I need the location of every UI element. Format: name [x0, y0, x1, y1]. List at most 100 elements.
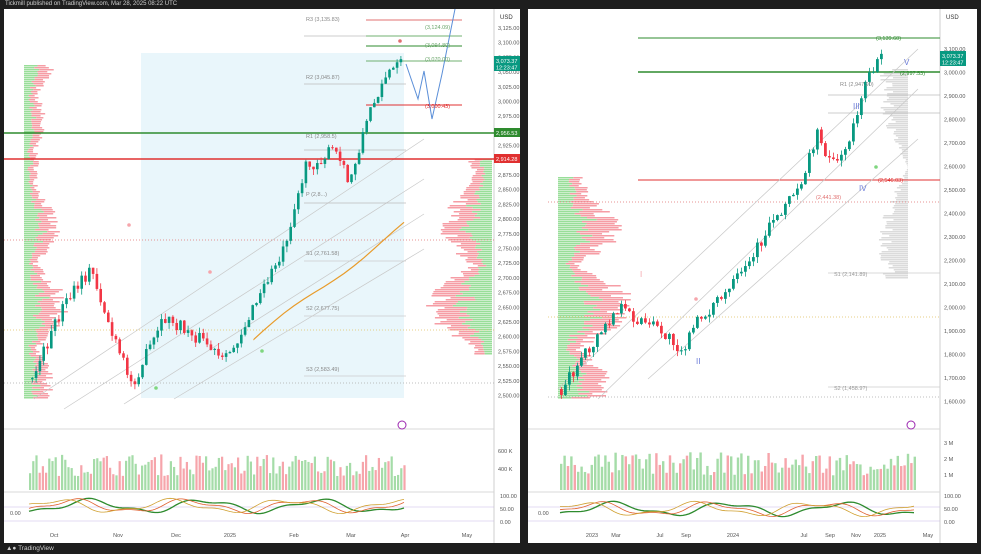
candle [392, 67, 395, 70]
volume-profile-bar [30, 139, 40, 141]
oscillator-line [28, 497, 405, 515]
volume-bar [237, 457, 240, 490]
level-label: S2 (1,458.9?) [834, 386, 867, 392]
left-chart-canvas[interactable]: R3 (3,135.83) R2 (3,045.87) R1 (2,958.5) P … [4, 9, 520, 543]
volume-profile-bar [461, 283, 492, 285]
volume-profile-bar [575, 189, 587, 191]
volume-profile-bar [32, 93, 38, 95]
volume-profile-bar [558, 283, 581, 285]
volume-profile-bar [35, 377, 53, 379]
volume-profile-bar [558, 395, 588, 397]
volume-profile-bar [24, 377, 36, 379]
volume-profile-bar [880, 107, 908, 109]
candle [628, 308, 631, 312]
volume-profile-bar [475, 245, 492, 247]
volume-bar [64, 459, 67, 490]
volume-bar [777, 472, 780, 490]
volume-profile-bar [24, 89, 34, 91]
volume-profile-bar [24, 383, 33, 385]
candle [342, 161, 346, 165]
candle [224, 353, 228, 357]
volume-profile-bar [24, 215, 38, 217]
volume-profile-bar [24, 395, 38, 397]
volume-bar [736, 457, 740, 490]
volume-profile-bar [31, 123, 41, 125]
volume-profile-bar [24, 371, 35, 373]
volume-bar [227, 464, 230, 490]
volume-bar [883, 464, 886, 490]
price-tick-label: 2,000.00 [944, 306, 965, 312]
volume-profile-bar [885, 81, 908, 83]
volume-bar [913, 456, 916, 490]
volume-bar [288, 466, 291, 490]
volume-profile-bar [474, 353, 485, 355]
volume-profile-bar [558, 187, 575, 189]
volume-profile-bar [906, 163, 908, 165]
volume-bar [651, 473, 655, 490]
volume-profile-bar [478, 253, 492, 255]
volume-profile-bar [455, 295, 492, 297]
volume-profile-bar [558, 367, 579, 369]
volume-profile-bar [883, 101, 908, 103]
left-chart-panel[interactable]: R3 (3,135.83) R2 (3,045.87) R1 (2,958.5) P … [4, 9, 520, 543]
volume-profile-bar [575, 249, 595, 251]
volume-profile-bar [24, 225, 39, 227]
candle [692, 327, 695, 333]
volume-bar [634, 454, 638, 490]
volume-bar [886, 468, 889, 490]
volume-profile-bar [434, 301, 458, 303]
candle [580, 357, 583, 366]
candle [80, 275, 83, 289]
oscillator-line [559, 500, 915, 518]
volume-profile-bar [479, 269, 492, 271]
volume-bar [849, 464, 852, 490]
volume-profile-bar [24, 335, 37, 337]
candle [361, 132, 365, 153]
volume-profile-bar [24, 71, 38, 73]
volume-profile-bar [24, 73, 39, 75]
volume-profile-bar [558, 183, 573, 185]
volume-profile-bar [24, 111, 31, 113]
candle [820, 129, 823, 144]
volume-profile-bar [885, 111, 908, 113]
candle [792, 194, 795, 197]
volume-profile-bar [558, 197, 574, 199]
candle [596, 334, 599, 347]
osc-axis-label: 0.00 [944, 520, 955, 526]
volume-profile-bar [470, 335, 492, 337]
volume-profile-bar [434, 289, 470, 291]
volume-profile-bar [464, 339, 482, 341]
right-chart-panel[interactable]: I II III IV V (3,139.60) (2,997.53) R1 (2,947.9… [528, 9, 977, 543]
volume-profile-bar [470, 325, 492, 327]
volume-bar [313, 456, 316, 490]
volume-profile-bar [486, 265, 492, 267]
volume-profile-bar [24, 191, 33, 193]
volume-profile-bar [558, 335, 570, 337]
volume-profile-bar [466, 205, 492, 207]
price-tick-label: 2,400.00 [944, 212, 965, 218]
signal-dot [260, 349, 264, 353]
signal-dot [208, 270, 212, 274]
volume-profile-bar [892, 83, 908, 85]
volume-profile-bar [460, 255, 478, 257]
target-label: (3,124.09) [425, 25, 450, 31]
volume-profile-bar [459, 311, 492, 313]
candle [357, 152, 361, 164]
candle [700, 316, 703, 319]
volume-profile-bar [469, 279, 492, 281]
volume-profile-bar [881, 237, 908, 239]
volume-bar [600, 466, 604, 490]
osc-axis-label: 100.00 [944, 494, 961, 500]
volume-profile-bar [467, 307, 492, 309]
volume-profile-bar [477, 255, 492, 257]
volume-profile-bar [33, 89, 41, 91]
volume-profile-bar [573, 177, 583, 179]
volume-profile-bar [482, 263, 492, 265]
candle [680, 350, 683, 352]
volume-profile-bar [30, 355, 42, 357]
volume-profile-bar [558, 305, 597, 307]
volume-profile-bar [558, 295, 591, 297]
candle [856, 115, 859, 124]
candle [608, 323, 611, 325]
